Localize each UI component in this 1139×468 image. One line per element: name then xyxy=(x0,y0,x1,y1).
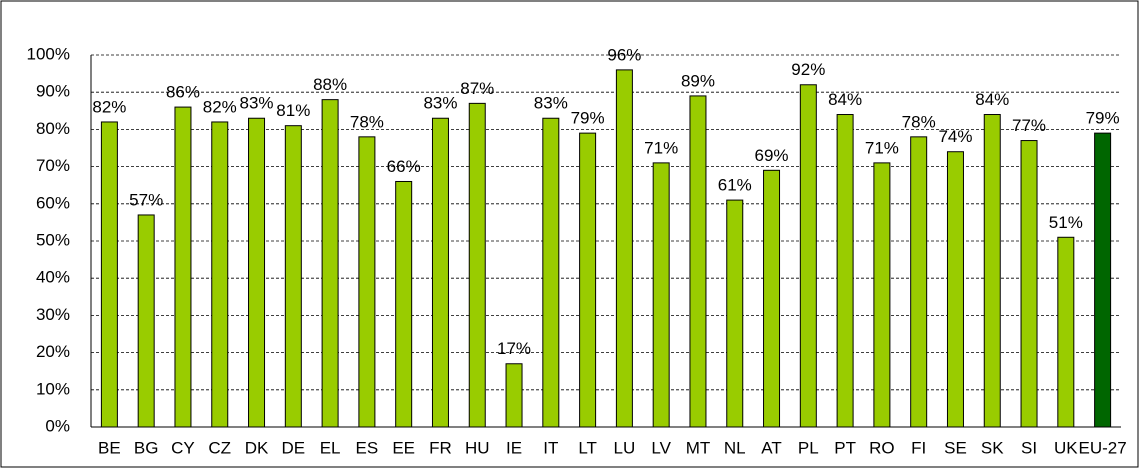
x-tick-label: PL xyxy=(798,438,819,457)
bar xyxy=(615,69,633,428)
x-tick-label: EE xyxy=(392,438,415,457)
bar xyxy=(100,121,118,428)
y-tick-label: 70% xyxy=(36,156,70,175)
data-label: 79% xyxy=(1086,109,1120,128)
data-label: 61% xyxy=(718,176,752,195)
y-tick-label: 10% xyxy=(36,379,70,398)
data-label: 89% xyxy=(681,71,715,90)
data-label: 74% xyxy=(938,127,972,146)
bar xyxy=(579,132,597,428)
x-tick-label: EL xyxy=(320,438,341,457)
data-label: 78% xyxy=(350,112,384,131)
data-label: 78% xyxy=(902,112,936,131)
x-tick-label: DK xyxy=(245,438,269,457)
x-tick-label: LT xyxy=(578,438,597,457)
data-label: 77% xyxy=(1012,116,1046,135)
x-tick-label: LV xyxy=(651,438,671,457)
bar xyxy=(468,102,486,428)
data-label: 84% xyxy=(828,90,862,109)
data-label: 83% xyxy=(423,94,457,113)
x-tick-label: RO xyxy=(869,438,895,457)
bar xyxy=(431,117,449,428)
bar xyxy=(836,114,854,428)
x-tick-label: PT xyxy=(834,438,856,457)
y-tick-label: 100% xyxy=(27,44,70,63)
data-label: 81% xyxy=(276,101,310,120)
x-tick-label: NL xyxy=(724,438,746,457)
data-label: 66% xyxy=(387,157,421,176)
x-tick-label: BG xyxy=(134,438,159,457)
y-tick-label: 60% xyxy=(36,193,70,212)
bar xyxy=(726,199,744,428)
data-label: 69% xyxy=(755,146,789,165)
bar xyxy=(799,84,817,428)
bar xyxy=(873,162,891,428)
y-tick-label: 90% xyxy=(36,82,70,101)
bar xyxy=(910,136,928,428)
x-tick-label: DE xyxy=(282,438,306,457)
bar xyxy=(1057,236,1075,428)
x-tick-label: BE xyxy=(98,438,121,457)
bar xyxy=(983,114,1001,428)
bar xyxy=(1020,140,1038,428)
bar xyxy=(395,180,413,428)
data-label: 79% xyxy=(571,109,605,128)
data-label: 83% xyxy=(534,94,568,113)
bar xyxy=(284,125,302,428)
data-label: 84% xyxy=(975,90,1009,109)
data-label: 96% xyxy=(607,45,641,64)
y-tick-label: 40% xyxy=(36,268,70,287)
data-label: 86% xyxy=(166,83,200,102)
data-label: 51% xyxy=(1049,213,1083,232)
x-tick-label: IT xyxy=(543,438,558,457)
y-tick-label: 50% xyxy=(36,230,70,249)
data-label: 71% xyxy=(865,138,899,157)
x-tick-label: LU xyxy=(614,438,636,457)
data-label: 57% xyxy=(129,190,163,209)
data-label: 83% xyxy=(240,94,274,113)
x-tick-label: SE xyxy=(944,438,967,457)
data-label: 17% xyxy=(497,339,531,358)
bar xyxy=(321,99,339,428)
data-label: 87% xyxy=(460,79,494,98)
data-label: 82% xyxy=(203,97,237,116)
bar xyxy=(174,106,192,428)
bar xyxy=(763,169,781,428)
data-label: 92% xyxy=(791,60,825,79)
bar xyxy=(542,117,560,428)
bar xyxy=(689,95,707,428)
x-tick-label: IE xyxy=(506,438,522,457)
x-tick-label: AT xyxy=(761,438,781,457)
y-tick-label: 20% xyxy=(36,342,70,361)
data-label: 82% xyxy=(92,97,126,116)
bar xyxy=(137,214,155,428)
x-tick-label: CZ xyxy=(208,438,231,457)
x-tick-label: ES xyxy=(356,438,379,457)
x-tick-label: SI xyxy=(1021,438,1037,457)
x-tick-label: CY xyxy=(171,438,195,457)
y-tick-label: 30% xyxy=(36,305,70,324)
y-tick-label: 80% xyxy=(36,119,70,138)
data-label: 88% xyxy=(313,75,347,94)
bar xyxy=(946,151,964,428)
x-tick-label: MT xyxy=(686,438,711,457)
x-tick-label: SK xyxy=(981,438,1004,457)
data-label: 71% xyxy=(644,138,678,157)
x-tick-label: FI xyxy=(911,438,926,457)
bar xyxy=(248,117,266,428)
x-tick-label: EU-27 xyxy=(1079,438,1127,457)
y-tick-label: 0% xyxy=(45,416,70,435)
x-tick-label: HU xyxy=(465,438,490,457)
bar xyxy=(1094,132,1112,428)
bar xyxy=(211,121,229,428)
bar xyxy=(652,162,670,428)
bar xyxy=(505,363,523,428)
bar xyxy=(358,136,376,428)
x-tick-label: UK xyxy=(1054,438,1078,457)
x-tick-label: FR xyxy=(429,438,452,457)
